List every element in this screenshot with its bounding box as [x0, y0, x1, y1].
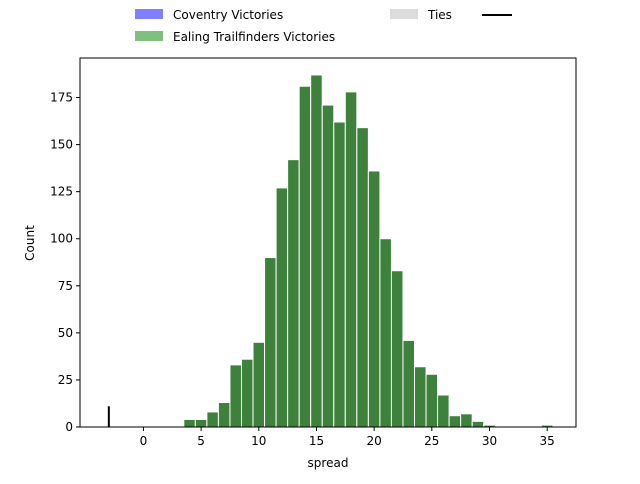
y-axis-label: Count — [23, 225, 37, 261]
legend-swatch — [390, 9, 418, 19]
histogram-bar — [310, 74, 323, 428]
histogram-bar — [240, 358, 254, 428]
legend-label: Ties — [427, 8, 452, 22]
histogram-bar — [264, 257, 277, 428]
histogram-bar — [460, 413, 473, 428]
histogram-bar — [414, 366, 427, 428]
histogram-bar — [448, 415, 462, 428]
histogram-bar — [367, 170, 381, 428]
y-tick-label: 25 — [58, 373, 73, 387]
x-tick-label: 25 — [424, 434, 439, 448]
axes-layer: 0 5 10 15 20 25 30 35 0 25 50 75 100 125 150 175 — [50, 57, 577, 448]
legend-label: Coventry Victories — [173, 8, 283, 22]
x-tick-label: 20 — [366, 434, 381, 448]
x-tick-label: 0 — [140, 434, 148, 448]
histogram-bar — [217, 402, 231, 428]
x-tick-label: 15 — [309, 434, 324, 448]
histogram-bar — [425, 373, 439, 428]
y-tick-label: 125 — [50, 185, 73, 199]
x-tick-label: 30 — [482, 434, 497, 448]
histogram-bar — [333, 121, 346, 428]
histogram-bar — [344, 91, 358, 428]
histogram-bar — [390, 270, 404, 428]
legend-swatch — [135, 9, 163, 19]
histogram-bar — [252, 341, 266, 428]
histogram-bar — [183, 418, 196, 428]
legend-label: Ealing Trailfinders Victories — [173, 30, 335, 44]
x-axis-label: spread — [308, 456, 349, 470]
y-tick-label: 100 — [50, 232, 73, 246]
x-tick-label: 5 — [197, 434, 205, 448]
histogram-bar — [194, 418, 208, 428]
y-tick-label: 50 — [58, 326, 73, 340]
bars-layer — [183, 74, 554, 428]
histogram-bar — [206, 411, 219, 428]
histogram-bar — [287, 159, 300, 428]
y-tick-label: 175 — [50, 91, 73, 105]
y-tick-label: 0 — [65, 420, 73, 434]
histogram-bar — [471, 420, 485, 428]
histogram-bar — [321, 104, 335, 428]
plot-frame — [79, 57, 577, 428]
histogram-bar — [275, 187, 289, 428]
histogram-bar — [437, 394, 450, 428]
histogram-bar — [379, 238, 392, 428]
x-tick-label: 35 — [540, 434, 555, 448]
histogram-bar — [298, 85, 312, 428]
histogram-bar — [229, 364, 242, 428]
legend: Coventry Victories Ealing Trailfinders Vi… — [135, 8, 512, 44]
histogram-bar — [402, 339, 416, 428]
y-tick-label: 75 — [58, 279, 73, 293]
x-tick-label: 10 — [251, 434, 266, 448]
legend-swatch — [135, 31, 163, 41]
histogram-bar — [356, 127, 369, 428]
y-tick-label: 150 — [50, 138, 73, 152]
